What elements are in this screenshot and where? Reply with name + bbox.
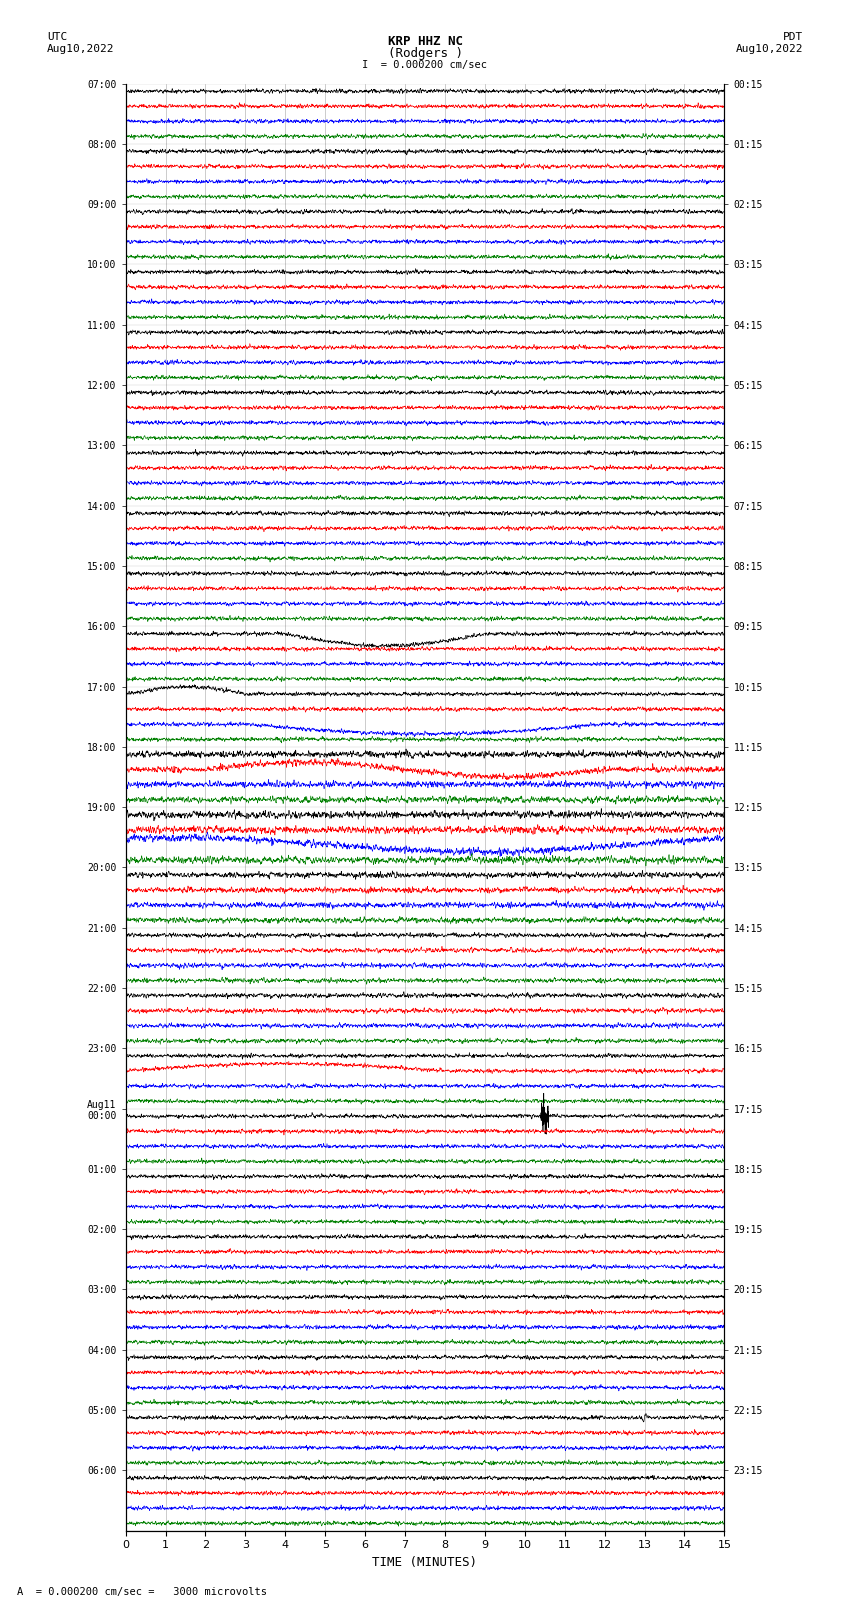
Text: UTC: UTC [47,32,67,42]
Text: (Rodgers ): (Rodgers ) [388,47,462,60]
Text: Aug10,2022: Aug10,2022 [736,44,803,53]
Text: Aug10,2022: Aug10,2022 [47,44,114,53]
Text: KRP HHZ NC: KRP HHZ NC [388,35,462,48]
Text: I  = 0.000200 cm/sec: I = 0.000200 cm/sec [362,60,488,69]
Text: A  = 0.000200 cm/sec =   3000 microvolts: A = 0.000200 cm/sec = 3000 microvolts [17,1587,267,1597]
Text: PDT: PDT [783,32,803,42]
X-axis label: TIME (MINUTES): TIME (MINUTES) [372,1557,478,1569]
